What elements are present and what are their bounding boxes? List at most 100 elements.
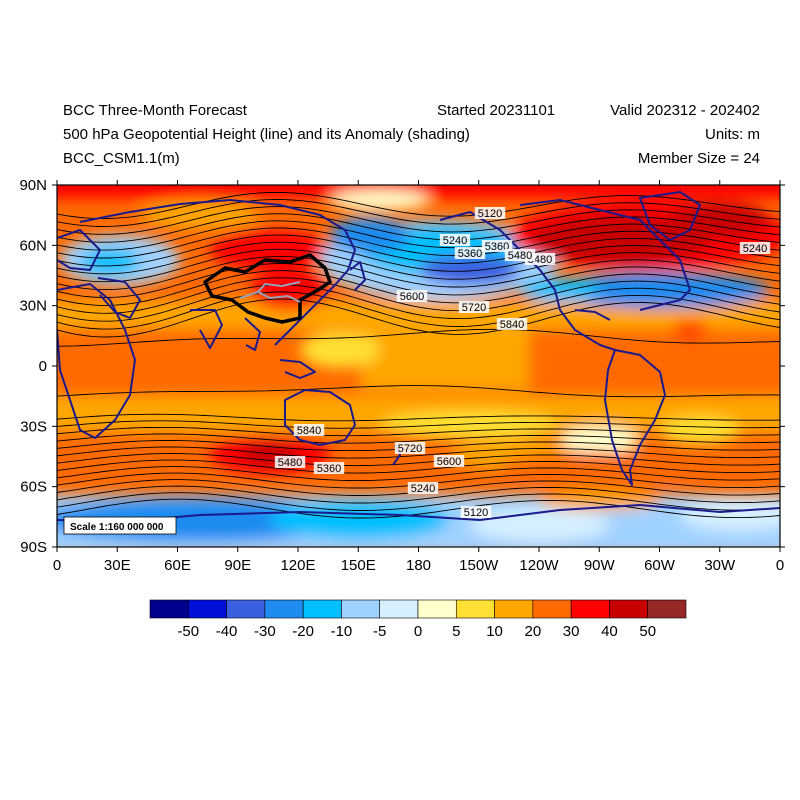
units-label: Units: m: [704, 126, 760, 143]
valid-period: Valid 202312 - 202402: [610, 102, 760, 119]
colorbar-label: 30: [563, 623, 580, 640]
lon-tick-label: 120W: [519, 557, 559, 574]
colorbar-swatch: [647, 599, 687, 619]
contour-label-bg: [460, 506, 492, 518]
contour-label: 5120: [478, 208, 502, 220]
contour-line-north: [57, 298, 780, 338]
member-size: Member Size = 24: [637, 150, 760, 167]
contour-label-bg: [396, 290, 428, 302]
model-name: BCC_CSM1.1(m): [63, 150, 180, 167]
contour-line-north: [57, 248, 780, 283]
forecast-title: BCC Three-Month Forecast: [63, 102, 247, 119]
colorbar: -50 -40 -30 -20 -10 -5 0 5 10 20 30 40 50: [149, 599, 687, 640]
lat-tick-label: 30N: [19, 298, 47, 315]
colorbar-swatch: [264, 599, 304, 619]
colorbar-swatch: [417, 599, 457, 619]
lon-tick-label: 0: [776, 557, 784, 574]
contour-line-north: [57, 277, 780, 314]
contour-line-north: [57, 220, 780, 251]
colorbar-swatch: [532, 599, 572, 619]
colorbar-label: 10: [486, 623, 503, 640]
lon-tick-label: 60W: [644, 557, 676, 574]
start-date: Started 20231101: [437, 102, 556, 119]
contour-line-north: [57, 213, 780, 243]
lat-tick-label: 60S: [20, 479, 47, 496]
colorbar-label: 50: [639, 623, 656, 640]
colorbar-label: -10: [331, 623, 353, 640]
contour-label-bg: [458, 301, 490, 313]
contour-line-north: [57, 255, 780, 291]
contour-line-tropics: [57, 385, 780, 398]
contour-label: 5120: [464, 507, 488, 519]
lon-tick-label: 150W: [459, 557, 499, 574]
lon-tick-label: 30E: [104, 557, 131, 574]
contour-label: 5240: [411, 483, 435, 495]
colorbar-swatch: [341, 599, 381, 619]
contour-line-south: [57, 413, 780, 422]
colorbar-swatch: [149, 599, 189, 619]
contour-label: 5480: [278, 457, 302, 469]
china-border: [203, 253, 332, 324]
contour-label-bg: [504, 249, 536, 261]
colorbar-swatch: [609, 599, 649, 619]
variable-description: 500 hPa Geopotential Height (line) and i…: [63, 126, 470, 143]
colorbar-label: 0: [414, 623, 422, 640]
contour-label: 5600: [400, 291, 424, 303]
colorbar-label: -50: [177, 623, 199, 640]
colorbar-swatch: [455, 599, 495, 619]
contour-line-north: [57, 206, 780, 235]
lat-tick-label: 30S: [20, 418, 47, 435]
map-axes: 90N 60N 30N 0 30S 60S 90S 0 30E 60E 90E 120E 150E 180…: [19, 177, 785, 574]
contour-label-bg: [394, 442, 426, 454]
contour-label-bg: [496, 318, 528, 330]
contour-label: 5840: [500, 319, 524, 331]
contour-line-south: [57, 492, 780, 511]
contour-label-bg: [474, 207, 506, 219]
contour-label-bg: [481, 240, 513, 252]
contour-label: 5600: [437, 456, 461, 468]
lon-tick-label: 150E: [341, 557, 376, 574]
contour-line-north: [57, 291, 780, 330]
contour-line-north: [57, 284, 780, 322]
colorbar-label: 20: [525, 623, 542, 640]
lon-tick-label: 120E: [280, 557, 315, 574]
coastlines: [57, 191, 780, 523]
anomaly-shading: [57, 185, 780, 547]
contour-label-bg: [454, 247, 486, 259]
colorbar-swatch: [226, 599, 266, 619]
contour-line-north: [57, 199, 780, 227]
contour-label-bg: [433, 455, 465, 467]
contour-label: 5720: [462, 302, 486, 314]
colorbar-swatch: [494, 599, 534, 619]
contour-line-south: [57, 453, 780, 467]
contour-line-north: [57, 191, 780, 220]
contour-label: 5240: [443, 235, 467, 247]
contour-line-south: [57, 485, 780, 504]
lon-tick-label: 180: [406, 557, 431, 574]
contour-label-bg: [739, 242, 771, 254]
lat-tick-label: 0: [39, 358, 47, 375]
contour-label: 5480: [508, 250, 532, 262]
contour-label-bg: [274, 456, 306, 468]
colorbar-label: 5: [452, 623, 460, 640]
lon-tick-label: 30W: [704, 557, 736, 574]
lat-tick-label: 90S: [20, 539, 47, 556]
contour-label: 5360: [317, 463, 341, 475]
contour-labels: 5120524053605480560057205840584057205600…: [274, 207, 771, 519]
contour-line-north: [57, 241, 780, 275]
scale-label: Scale 1:160 000 000: [70, 522, 164, 533]
colorbar-label: -20: [292, 623, 314, 640]
colorbar-label: -5: [373, 623, 386, 640]
colorbar-swatch: [187, 599, 227, 619]
colorbar-swatch: [570, 599, 610, 619]
colorbar-label: -30: [254, 623, 276, 640]
colorbar-label: -40: [216, 623, 238, 640]
contour-line-south: [57, 420, 780, 429]
contour-label: 5720: [398, 443, 422, 455]
lat-tick-label: 60N: [19, 237, 47, 254]
contour-label: 5240: [743, 243, 767, 255]
contour-label: 5360: [485, 241, 509, 253]
lon-tick-label: 60E: [164, 557, 191, 574]
contour-label-bg: [293, 424, 325, 436]
